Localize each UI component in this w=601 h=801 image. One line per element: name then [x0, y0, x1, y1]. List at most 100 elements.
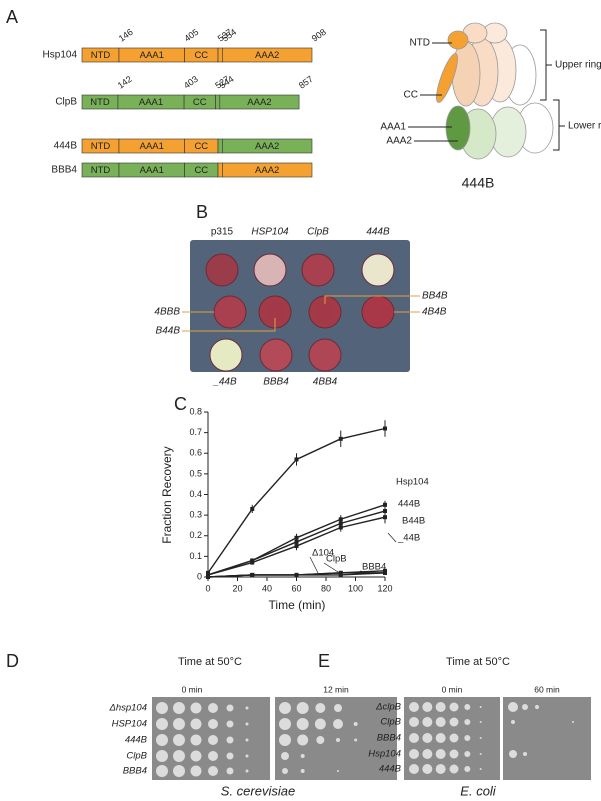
spot	[173, 734, 185, 746]
spot	[409, 733, 419, 743]
colony-center	[315, 345, 335, 365]
spot	[511, 720, 515, 724]
spot	[245, 738, 249, 742]
series-label: _44B	[397, 533, 420, 544]
spot	[522, 704, 528, 710]
spot	[479, 753, 482, 755]
construct-name: 444B	[54, 141, 78, 152]
spot	[173, 702, 185, 714]
series-label: BBB4	[362, 562, 386, 573]
strain-label: 444B	[379, 764, 402, 775]
strain-label: BBB4	[263, 377, 289, 388]
spot	[479, 721, 482, 723]
spot	[296, 718, 309, 730]
spot	[479, 706, 482, 708]
residue-number: 857	[297, 74, 315, 91]
spot	[296, 702, 309, 714]
spot	[409, 717, 419, 727]
spot	[353, 722, 358, 726]
y-tick-label: 0.6	[189, 448, 202, 458]
y-tick-label: 0.8	[189, 406, 202, 416]
data-point	[206, 575, 210, 579]
residue-number: 908	[310, 27, 328, 44]
domain	[222, 162, 313, 178]
spot	[508, 702, 518, 712]
y-tick-label: 0.1	[189, 551, 202, 561]
domain-label: NTD	[90, 97, 110, 108]
spot	[245, 706, 249, 710]
data-point	[383, 568, 387, 573]
spot	[173, 718, 185, 730]
spot	[245, 722, 249, 726]
spot	[422, 717, 433, 727]
data-point	[338, 525, 343, 530]
spot	[173, 750, 185, 762]
domain	[217, 162, 223, 178]
cartoon-label: AAA2	[386, 136, 412, 147]
residue-number: 142	[116, 74, 134, 91]
spot	[156, 765, 168, 777]
spot	[337, 770, 339, 772]
spot	[190, 765, 202, 777]
domain-label: CC	[193, 97, 207, 108]
domain-label: AAA2	[255, 141, 279, 152]
spot	[523, 752, 527, 756]
spot-plate	[503, 697, 591, 780]
spot	[422, 764, 433, 774]
spot	[297, 734, 309, 746]
domain-label: AAA1	[139, 97, 163, 108]
spot	[422, 749, 433, 759]
x-tick-label: 0	[205, 583, 210, 593]
spot	[300, 769, 305, 773]
strain-label: HSP104	[251, 227, 289, 238]
strain-label: HSP104	[112, 719, 147, 730]
data-point	[338, 572, 343, 577]
colony-center	[260, 260, 280, 280]
domain-label: AAA2	[255, 165, 279, 176]
x-tick-label: 80	[321, 583, 331, 593]
spot	[449, 764, 459, 774]
domain	[217, 138, 223, 154]
data-point	[250, 560, 255, 565]
strain-label: _44B	[212, 377, 237, 388]
spot	[315, 703, 326, 713]
strain-label: ΔclpB	[375, 702, 402, 713]
label-leader	[359, 570, 371, 575]
spot	[509, 750, 517, 758]
cartoon-title: 444B	[462, 175, 495, 191]
strain-label: ClpB	[307, 227, 329, 238]
colony-center	[368, 302, 388, 322]
leader-line	[182, 318, 276, 332]
spot	[354, 738, 358, 742]
y-tick-label: 0.3	[189, 510, 202, 520]
spot	[435, 749, 446, 759]
data-point	[206, 572, 210, 577]
spot	[173, 765, 185, 777]
x-tick-label: 120	[377, 583, 392, 593]
strain-label: B44B	[156, 326, 181, 337]
spot	[156, 750, 168, 762]
domain-label: NTD	[91, 141, 111, 152]
data-point	[338, 570, 343, 575]
strain-label: BBB4	[123, 766, 147, 777]
spot	[316, 736, 325, 744]
strain-label: 444B	[125, 735, 148, 746]
data-point	[338, 436, 343, 441]
domain-label: CC	[194, 50, 208, 61]
spot	[464, 704, 471, 710]
series-line	[207, 427, 386, 574]
spot	[226, 767, 234, 775]
colony-center	[315, 302, 335, 322]
strain-label: 444B	[366, 227, 390, 238]
data-point	[250, 572, 255, 577]
series-label: B44B	[402, 516, 425, 527]
data-point	[294, 572, 299, 577]
data-point	[250, 506, 255, 511]
strain-label: Δhsp104	[108, 703, 147, 714]
y-tick-label: 0.4	[189, 489, 202, 499]
residue-number: 146	[117, 27, 135, 44]
panel-letter: B	[196, 202, 208, 222]
x-tick-label: 100	[348, 583, 363, 593]
spot	[464, 735, 471, 741]
domain-label: AAA1	[140, 141, 164, 152]
